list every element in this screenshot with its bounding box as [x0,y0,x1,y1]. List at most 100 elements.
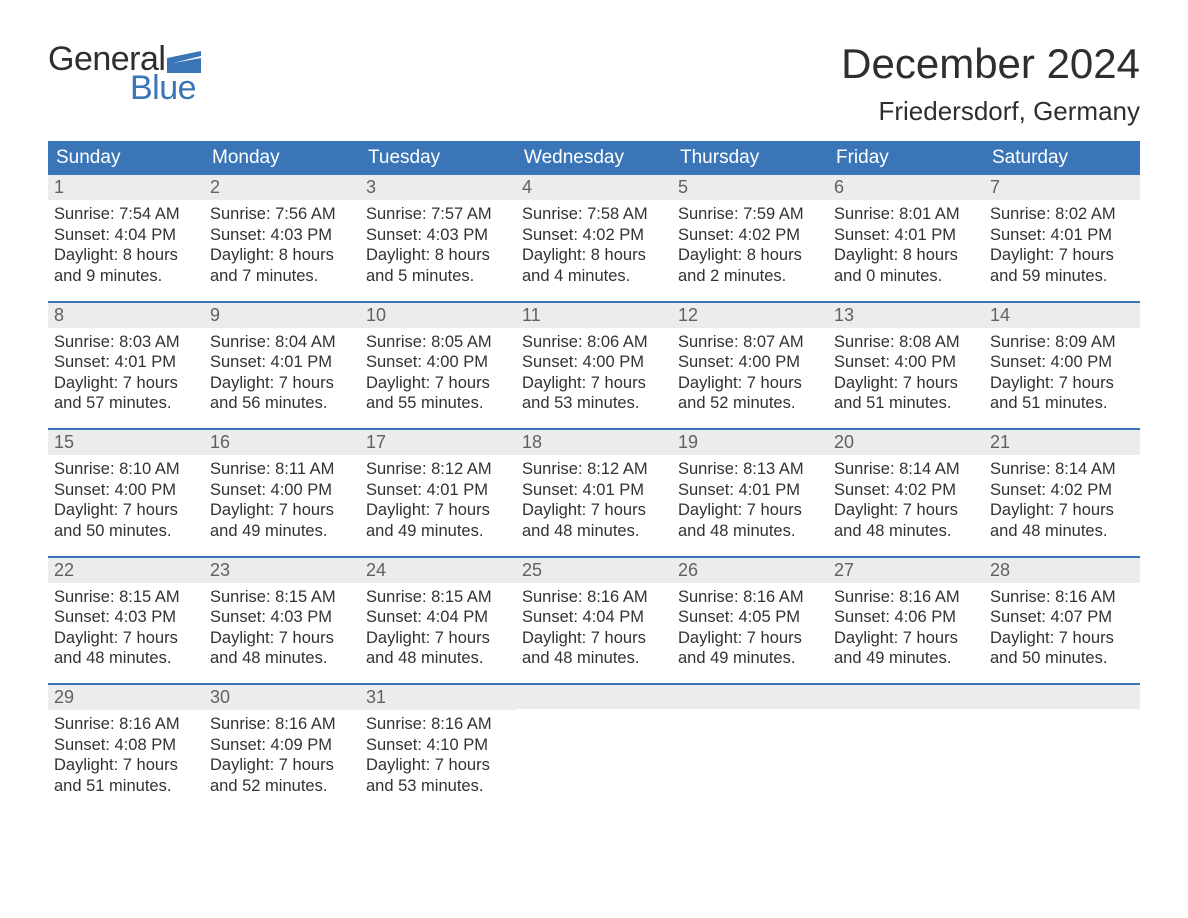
sunset-text: Sunset: 4:00 PM [54,480,198,501]
daylight-text: Daylight: 7 hours [990,373,1134,394]
calendar-week: 15Sunrise: 8:10 AMSunset: 4:00 PMDayligh… [48,428,1140,556]
daylight-text: and 59 minutes. [990,266,1134,287]
day-details: Sunrise: 8:03 AMSunset: 4:01 PMDaylight:… [48,328,204,415]
daylight-text: Daylight: 8 hours [210,245,354,266]
daylight-text: and 57 minutes. [54,393,198,414]
day-details: Sunrise: 8:14 AMSunset: 4:02 PMDaylight:… [828,455,984,542]
daylight-text: and 53 minutes. [366,776,510,797]
sunrise-text: Sunrise: 8:15 AM [366,587,510,608]
sunset-text: Sunset: 4:04 PM [366,607,510,628]
calendar-cell: 1 Sunrise: 7:54 AMSunset: 4:04 PMDaylight… [48,175,204,301]
sunrise-text: Sunrise: 8:02 AM [990,204,1134,225]
daylight-text: Daylight: 7 hours [990,500,1134,521]
sunrise-text: Sunrise: 7:54 AM [54,204,198,225]
daylight-text: Daylight: 7 hours [990,245,1134,266]
calendar-cell-empty [828,683,984,811]
daylight-text: and 49 minutes. [678,648,822,669]
calendar-cell: 18Sunrise: 8:12 AMSunset: 4:01 PMDayligh… [516,428,672,556]
page-header: General Blue December 2024 Friedersdorf,… [48,40,1140,127]
day-details: Sunrise: 8:12 AMSunset: 4:01 PMDaylight:… [516,455,672,542]
daylight-text: Daylight: 7 hours [210,500,354,521]
sunset-text: Sunset: 4:01 PM [678,480,822,501]
day-details: Sunrise: 8:15 AMSunset: 4:03 PMDaylight:… [48,583,204,670]
sunset-text: Sunset: 4:07 PM [990,607,1134,628]
day-details: Sunrise: 8:16 AMSunset: 4:05 PMDaylight:… [672,583,828,670]
day-number: 30 [204,685,360,710]
sunset-text: Sunset: 4:01 PM [834,225,978,246]
calendar-cell: 7Sunrise: 8:02 AMSunset: 4:01 PMDaylight… [984,175,1140,301]
day-number [516,685,672,709]
daylight-text: and 2 minutes. [678,266,822,287]
calendar-cell: 20Sunrise: 8:14 AMSunset: 4:02 PMDayligh… [828,428,984,556]
sunrise-text: Sunrise: 8:16 AM [678,587,822,608]
sunset-text: Sunset: 4:04 PM [54,225,198,246]
daylight-text: Daylight: 7 hours [834,628,978,649]
day-details: Sunrise: 8:08 AMSunset: 4:00 PMDaylight:… [828,328,984,415]
daylight-text: Daylight: 7 hours [54,373,198,394]
day-details: Sunrise: 8:15 AMSunset: 4:04 PMDaylight:… [360,583,516,670]
calendar-cell-empty [516,683,672,811]
day-number: 19 [672,430,828,455]
daylight-text: Daylight: 8 hours [834,245,978,266]
sunrise-text: Sunrise: 8:15 AM [54,587,198,608]
daylight-text: and 51 minutes. [990,393,1134,414]
sunset-text: Sunset: 4:02 PM [678,225,822,246]
daylight-text: Daylight: 7 hours [54,628,198,649]
day-header: Friday [828,141,984,175]
day-number: 29 [48,685,204,710]
sunset-text: Sunset: 4:06 PM [834,607,978,628]
day-number [984,685,1140,709]
calendar-cell: 30Sunrise: 8:16 AMSunset: 4:09 PMDayligh… [204,683,360,811]
daylight-text: and 55 minutes. [366,393,510,414]
day-number: 4 [516,175,672,200]
daylight-text: Daylight: 7 hours [54,500,198,521]
day-number: 25 [516,558,672,583]
calendar-cell: 4Sunrise: 7:58 AMSunset: 4:02 PMDaylight… [516,175,672,301]
day-header: Saturday [984,141,1140,175]
daylight-text: and 48 minutes. [834,521,978,542]
day-details: Sunrise: 7:59 AMSunset: 4:02 PMDaylight:… [672,200,828,287]
day-number: 7 [984,175,1140,200]
daylight-text: and 48 minutes. [522,521,666,542]
daylight-text: Daylight: 7 hours [210,628,354,649]
day-number: 27 [828,558,984,583]
daylight-text: Daylight: 7 hours [990,628,1134,649]
day-number: 11 [516,303,672,328]
daylight-text: and 4 minutes. [522,266,666,287]
calendar-cell: 2Sunrise: 7:56 AMSunset: 4:03 PMDaylight… [204,175,360,301]
day-number: 24 [360,558,516,583]
calendar-cell-empty [672,683,828,811]
sunset-text: Sunset: 4:00 PM [522,352,666,373]
calendar-cell: 12Sunrise: 8:07 AMSunset: 4:00 PMDayligh… [672,301,828,429]
sunset-text: Sunset: 4:00 PM [990,352,1134,373]
day-details: Sunrise: 8:11 AMSunset: 4:00 PMDaylight:… [204,455,360,542]
day-number: 8 [48,303,204,328]
calendar-cell: 28Sunrise: 8:16 AMSunset: 4:07 PMDayligh… [984,556,1140,684]
sunset-text: Sunset: 4:08 PM [54,735,198,756]
daylight-text: and 53 minutes. [522,393,666,414]
day-details: Sunrise: 8:16 AMSunset: 4:04 PMDaylight:… [516,583,672,670]
calendar-cell: 11Sunrise: 8:06 AMSunset: 4:00 PMDayligh… [516,301,672,429]
logo-text-blue: Blue [130,69,201,108]
day-details: Sunrise: 8:14 AMSunset: 4:02 PMDaylight:… [984,455,1140,542]
day-number: 15 [48,430,204,455]
calendar-cell: 13Sunrise: 8:08 AMSunset: 4:00 PMDayligh… [828,301,984,429]
sunrise-text: Sunrise: 8:14 AM [834,459,978,480]
sunset-text: Sunset: 4:09 PM [210,735,354,756]
daylight-text: and 0 minutes. [834,266,978,287]
day-header-row: Sunday Monday Tuesday Wednesday Thursday… [48,141,1140,175]
sunrise-text: Sunrise: 7:58 AM [522,204,666,225]
day-number: 1 [48,175,204,200]
day-details: Sunrise: 8:16 AMSunset: 4:07 PMDaylight:… [984,583,1140,670]
daylight-text: Daylight: 7 hours [366,373,510,394]
sunrise-text: Sunrise: 8:11 AM [210,459,354,480]
sunset-text: Sunset: 4:00 PM [834,352,978,373]
daylight-text: Daylight: 8 hours [54,245,198,266]
sunrise-text: Sunrise: 8:09 AM [990,332,1134,353]
calendar-week: 29Sunrise: 8:16 AMSunset: 4:08 PMDayligh… [48,683,1140,811]
sunrise-text: Sunrise: 8:14 AM [990,459,1134,480]
calendar-week: 22Sunrise: 8:15 AMSunset: 4:03 PMDayligh… [48,556,1140,684]
day-header: Tuesday [360,141,516,175]
sunrise-text: Sunrise: 8:10 AM [54,459,198,480]
sunrise-text: Sunrise: 7:57 AM [366,204,510,225]
